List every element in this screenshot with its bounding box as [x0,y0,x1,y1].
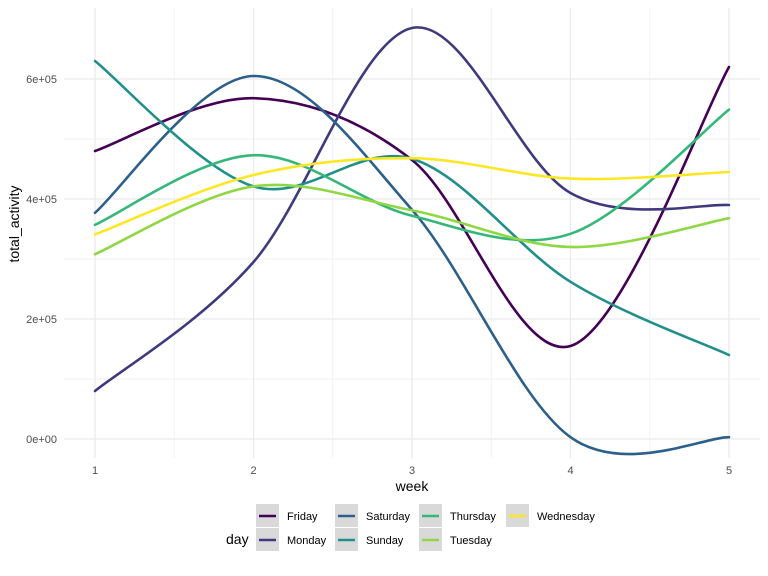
series-line-monday [93,26,731,393]
legend-label-saturday: Saturday [366,511,411,523]
series-lines [93,26,731,456]
series-line-thursday [93,108,731,242]
x-axis-ticks: 1 2 3 4 5 [92,465,732,477]
y-tick-label: 6e+05 [26,74,57,86]
y-tick-label: 0e+00 [26,434,57,446]
x-tick-label: 2 [250,465,256,477]
y-axis-ticks: 0e+00 2e+05 4e+05 6e+05 [26,74,57,446]
legend-label-wednesday: Wednesday [537,511,595,523]
series-line-tuesday [93,183,731,256]
series-line-friday [93,65,731,349]
legend: day Friday Monday Saturday Sunday Thursday Tu… [226,504,595,551]
legend-label-monday: Monday [287,535,327,547]
legend-label-thursday: Thursday [450,511,496,523]
x-tick-label: 1 [92,465,98,477]
x-tick-label: 4 [567,465,573,477]
legend-label-tuesday: Tuesday [450,535,492,547]
legend-title: day [226,531,249,547]
x-axis-title: week [395,478,430,494]
x-tick-label: 3 [409,465,415,477]
y-tick-label: 4e+05 [26,194,57,206]
x-tick-label: 5 [726,465,732,477]
legend-label-friday: Friday [287,511,318,523]
legend-label-sunday: Sunday [366,535,404,547]
y-axis-title: total_activity [6,185,22,262]
y-tick-label: 2e+05 [26,314,57,326]
series-line-wednesday [93,156,731,236]
major-gridlines [64,8,760,458]
